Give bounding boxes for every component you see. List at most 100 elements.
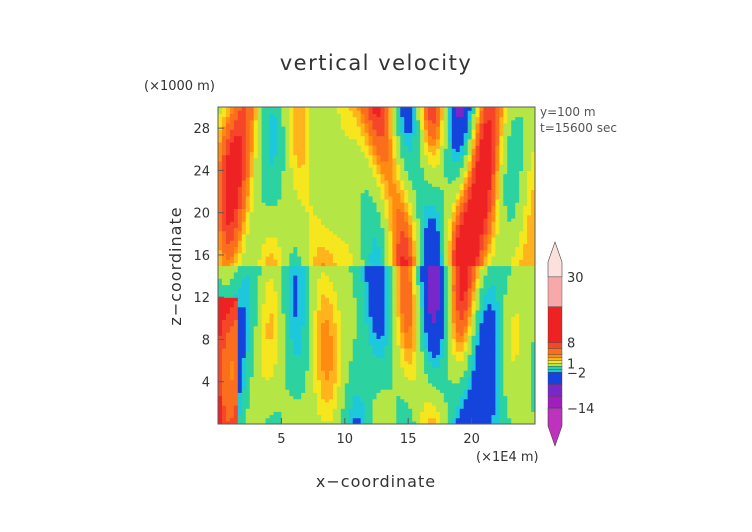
field-cell: [396, 373, 401, 378]
field-cell: [324, 370, 330, 374]
field-cell: [527, 357, 532, 362]
field-cell: [245, 255, 251, 260]
field-cell: [499, 313, 504, 317]
field-cell: [463, 382, 469, 387]
field-cell: [380, 360, 386, 365]
field-cell: [507, 389, 512, 393]
field-cell: [289, 281, 294, 286]
field-cell: [221, 411, 227, 416]
field-cell: [352, 370, 358, 374]
field-cell: [384, 332, 389, 336]
field-cell: [523, 243, 528, 248]
field-cell: [218, 278, 223, 282]
field-cell: [503, 255, 508, 260]
field-cell: [531, 249, 535, 254]
field-cell: [483, 278, 489, 282]
field-cell: [483, 290, 489, 295]
field-cell: [321, 290, 326, 295]
field-cell: [515, 344, 520, 349]
field-cell: [523, 319, 528, 324]
field-cell: [392, 249, 397, 254]
field-cell: [447, 404, 453, 409]
field-cell: [249, 363, 255, 368]
field-cell: [293, 385, 298, 390]
field-cell: [356, 255, 362, 260]
field-cell: [408, 313, 413, 317]
field-cell: [281, 398, 286, 403]
field-cell: [479, 392, 485, 397]
field-cell: [273, 249, 279, 254]
field-cell: [332, 294, 338, 298]
field-cell: [511, 319, 516, 324]
field-cell: [380, 268, 386, 273]
field-cell: [344, 401, 350, 406]
field-cell: [356, 268, 362, 273]
field-cell: [467, 297, 473, 301]
field-cell: [523, 287, 528, 292]
field-cell: [408, 392, 413, 397]
field-cell: [439, 259, 445, 263]
field-cell: [360, 370, 366, 374]
field-cell: [376, 341, 382, 346]
field-cell: [388, 385, 393, 390]
field-cell: [277, 287, 282, 292]
field-cell: [384, 236, 389, 241]
field-cell: [511, 385, 516, 390]
field-cell: [360, 249, 366, 254]
field-cell: [293, 341, 298, 346]
field-cell: [376, 313, 382, 317]
field-cell: [435, 227, 441, 232]
field-cell: [269, 398, 275, 403]
field-cell: [428, 236, 433, 241]
field-cell: [225, 401, 231, 406]
field-cell: [348, 395, 354, 400]
field-cell: [439, 376, 445, 381]
field-cell: [420, 297, 425, 301]
field-cell: [491, 366, 496, 371]
field-cell: [439, 389, 445, 393]
field-cell: [408, 373, 413, 378]
field-cell: [408, 300, 413, 305]
field-cell: [404, 357, 409, 362]
field-cell: [404, 404, 409, 409]
field-cell: [348, 246, 354, 251]
field-cell: [249, 420, 255, 424]
field-cell: [221, 303, 227, 308]
field-cell: [495, 240, 500, 244]
field-cell: [273, 395, 279, 400]
field-cell: [527, 354, 532, 359]
field-cell: [455, 294, 461, 298]
field-cell: [221, 404, 227, 409]
field-cell: [475, 347, 481, 352]
field-cell: [376, 363, 382, 368]
field-cell: [348, 354, 354, 359]
field-cell: [459, 300, 465, 305]
field-cell: [523, 401, 528, 406]
field-cell: [309, 379, 314, 384]
field-cell: [439, 255, 445, 260]
field-cell: [384, 401, 389, 406]
field-cell: [404, 233, 409, 238]
field-cell: [372, 306, 378, 311]
field-cell: [269, 322, 275, 327]
field-cell: [451, 338, 457, 343]
field-cell: [412, 294, 417, 298]
field-cell: [245, 373, 251, 378]
field-cell: [376, 325, 382, 330]
field-cell: [273, 246, 279, 251]
field-cell: [384, 233, 389, 238]
field-cell: [531, 328, 535, 333]
field-cell: [491, 398, 496, 403]
field-cell: [372, 414, 378, 419]
field-cell: [348, 379, 354, 384]
field-cell: [277, 255, 282, 260]
field-cell: [285, 385, 290, 390]
field-cell: [368, 322, 374, 327]
field-cell: [297, 306, 302, 311]
field-cell: [475, 284, 481, 289]
field-cell: [408, 236, 413, 241]
field-cell: [503, 382, 508, 387]
field-cell: [245, 392, 251, 397]
field-cell: [356, 316, 362, 320]
field-cell: [483, 341, 489, 346]
